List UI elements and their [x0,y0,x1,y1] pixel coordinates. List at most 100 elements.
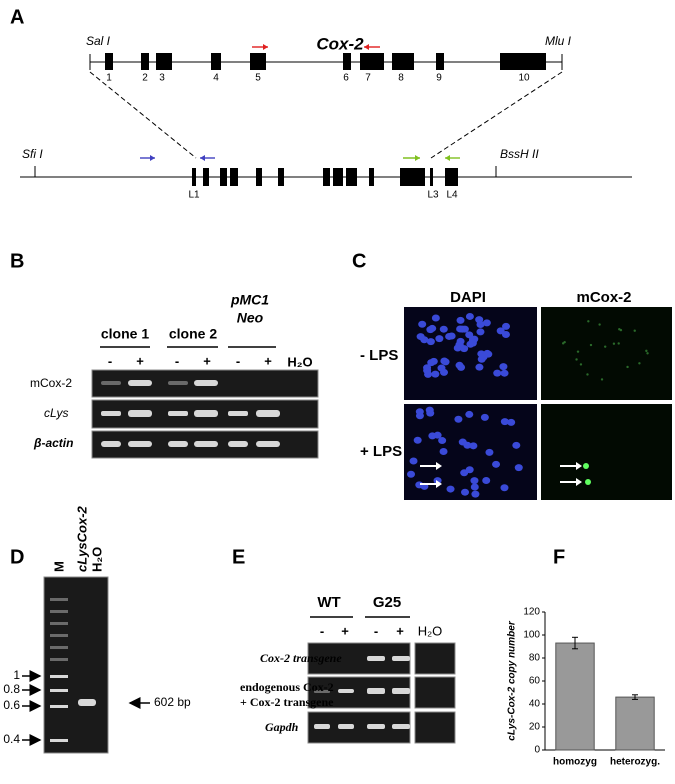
signal [600,378,604,381]
nucleus [469,442,478,450]
exon-label: 1 [106,73,112,84]
row-label: - LPS [360,347,398,364]
signal [633,329,636,332]
signal [583,463,589,469]
y-tick-label: 20 [529,722,541,733]
bar [615,696,655,751]
group-label: G25 [373,594,401,611]
signal [587,320,590,323]
panel-letter: A [10,6,24,28]
exon-label: 10 [518,73,530,84]
lane-label: + [341,623,349,638]
nucleus [475,363,484,371]
y-tick-label: 100 [523,630,540,641]
signal [576,350,580,353]
nucleus [424,370,433,378]
nucleus [409,457,418,465]
marker-label: 1 [13,668,20,682]
nucleus [454,415,463,423]
nucleus [512,441,521,449]
nucleus [480,413,489,421]
panel-letter: F [553,546,565,568]
gel-e [307,642,456,744]
signal [604,345,607,348]
nucleus [458,325,467,333]
signal [598,323,601,326]
y-tick-label: 40 [529,699,541,710]
nucleus [428,324,437,332]
lane-label: - [320,623,324,638]
signal [579,363,583,366]
nucleus [500,484,509,492]
nucleus [470,483,479,491]
panel-letter: C [352,250,366,272]
signal [617,342,620,345]
y-tick-label: 60 [529,676,541,687]
arrow-head [436,462,442,470]
site-label: Mlu I [545,34,572,48]
group-label: clone 1 [101,326,149,342]
arrow-head [576,462,582,470]
exon-label: 5 [255,73,261,84]
signal [561,342,565,345]
band-label: 602 bp [154,695,191,709]
nucleus [461,488,470,496]
signal [586,373,589,376]
nucleus [470,477,479,485]
nucleus [514,464,523,472]
group-label: Neo [237,310,264,326]
nucleus [476,328,485,336]
nucleus [426,338,435,346]
panel-letter: B [10,250,24,272]
nucleus [435,335,444,343]
signal [619,328,623,332]
nucleus [418,320,427,328]
nucleus [433,477,442,485]
y-tick-label: 0 [534,745,540,756]
bar [555,642,595,751]
row-label: Gapdh [265,720,299,734]
row-label: mCox-2 [30,376,72,390]
group-label: WT [317,594,340,611]
error-bar [632,694,638,700]
group-label: pMC1 [230,292,269,308]
nucleus [492,460,501,468]
nucleus [438,437,447,445]
nucleus [425,406,434,414]
nucleus [465,466,474,474]
column-label: mCox-2 [576,289,631,306]
signal [585,479,591,485]
exon-label: 7 [365,73,371,84]
loxp-label: L3 [427,190,439,201]
x-tick-label: homozyg [553,757,597,768]
nucleus [428,432,437,440]
lane-label: H₂O [287,354,312,369]
gel-b [91,369,319,459]
panel-letter: E [232,546,245,568]
x-tick-label: heterozyg. [610,757,660,768]
row-label: β-actin [33,436,73,450]
y-tick-label: 120 [523,607,540,618]
signal [612,342,616,345]
marker-label: 0.8 [3,682,20,696]
row-label: Cox-2 transgene [260,651,342,665]
nucleus [468,339,477,347]
lane-label: M [51,561,66,572]
exon-label: 2 [142,73,148,84]
lane-label: + [264,353,272,368]
loxp-label: L1 [188,190,200,201]
nucleus [458,438,467,446]
gene-title: Cox-2 [316,34,364,53]
lane-label: + [136,353,144,368]
nucleus [465,410,474,418]
y-tick-label: 80 [529,653,541,664]
micrographs [404,307,672,500]
lane-label: + [203,353,211,368]
exon-label: 6 [343,73,349,84]
row-label: + Cox-2 transgene [240,695,334,709]
nucleus [485,448,494,456]
nucleus [440,368,449,376]
row-label: + LPS [360,443,402,460]
lane-label: cLysCox-2 [74,505,89,572]
